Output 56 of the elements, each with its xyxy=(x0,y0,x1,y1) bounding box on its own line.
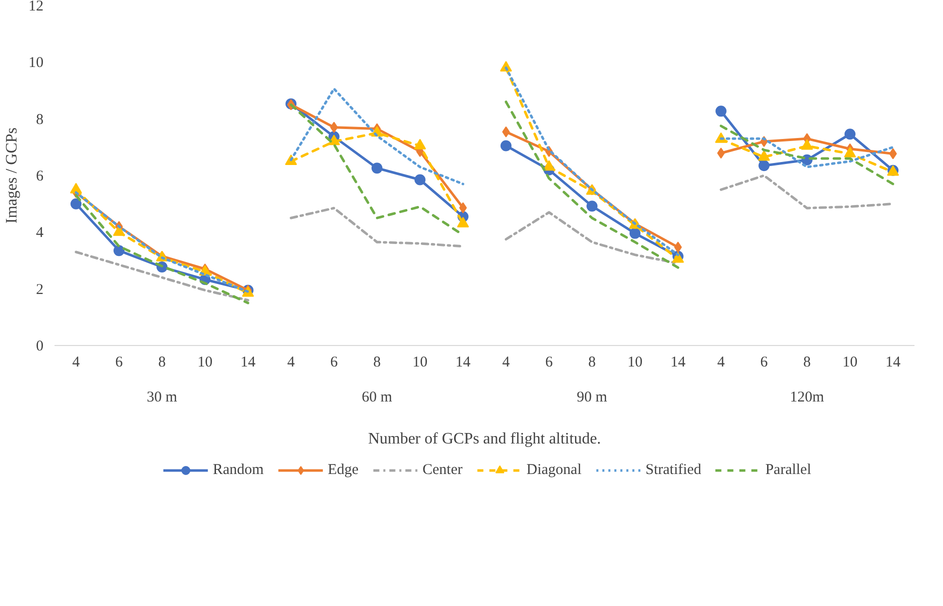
x-tick-label: 6 xyxy=(760,354,768,370)
x-tick-label: 8 xyxy=(588,354,596,370)
y-tick-label: 8 xyxy=(36,112,44,128)
legend-label: Center xyxy=(422,462,463,478)
legend-label: Diagonal xyxy=(526,462,582,478)
point xyxy=(758,150,770,161)
y-axis-title: Images / GCPs xyxy=(4,128,20,224)
point xyxy=(70,182,82,194)
point xyxy=(500,140,512,152)
point xyxy=(844,128,856,140)
x-tick-label: 14 xyxy=(456,354,471,370)
x-tick-label: 8 xyxy=(158,354,166,370)
text: 30 m xyxy=(146,390,178,406)
y-tick-label: 6 xyxy=(36,168,44,184)
x-tick-label: 14 xyxy=(670,354,686,370)
point xyxy=(758,160,770,172)
x-tick-label: 4 xyxy=(717,354,726,370)
x-tick-label: 4 xyxy=(72,354,80,370)
x-tick-label: 6 xyxy=(330,354,338,370)
point xyxy=(543,160,555,171)
point xyxy=(801,139,813,150)
x-tick-label: 6 xyxy=(545,354,554,370)
x-tick-label: 10 xyxy=(412,354,428,370)
x-tick-label: 10 xyxy=(842,354,858,370)
y-tick-label: 12 xyxy=(28,0,44,14)
legend-label: Edge xyxy=(328,462,359,478)
x-tick-label: 6 xyxy=(115,354,124,370)
point xyxy=(414,174,426,186)
legend-label: Parallel xyxy=(765,462,812,478)
text: 90 m xyxy=(576,390,608,406)
x-tick-label: 8 xyxy=(373,354,381,370)
text: 120m xyxy=(790,390,824,406)
x-tick-label: 4 xyxy=(287,354,296,370)
y-tick-label: 2 xyxy=(36,282,44,298)
y-tick-label: 0 xyxy=(36,338,44,354)
legend-label: Stratified xyxy=(645,462,702,478)
point xyxy=(372,162,382,174)
x-tick-label: 14 xyxy=(886,354,901,370)
point xyxy=(716,106,726,117)
x-tick-label: 4 xyxy=(502,354,510,370)
y-tick-label: 10 xyxy=(28,55,44,72)
text: 60 m xyxy=(362,390,393,406)
x-tick-label: 10 xyxy=(198,354,212,370)
point xyxy=(114,245,124,256)
point xyxy=(70,198,82,210)
point xyxy=(844,146,856,158)
point xyxy=(457,216,469,228)
x-tick-label: 8 xyxy=(803,354,811,370)
x-tick-label: 14 xyxy=(240,354,256,370)
y-tick-label: 4 xyxy=(36,225,44,242)
point xyxy=(414,138,426,150)
x-tick-label: 10 xyxy=(628,354,642,370)
x-axis-title: Number of GCPs and flight altitude. xyxy=(368,430,601,448)
point xyxy=(586,200,598,212)
legend-label: Random xyxy=(212,462,264,478)
point xyxy=(630,228,640,239)
